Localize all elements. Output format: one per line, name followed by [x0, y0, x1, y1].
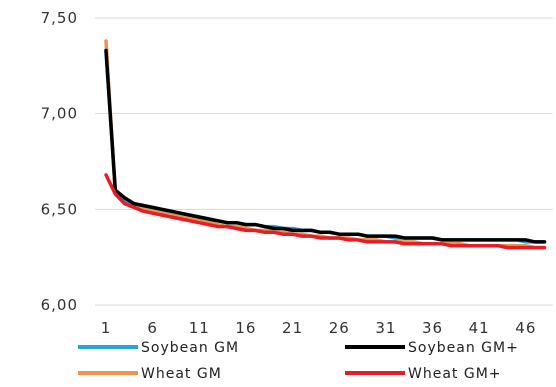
y-tick-label: 7,00: [41, 105, 78, 123]
legend: Soybean GM Soybean GM+ Wheat GM Wheat GM+: [78, 340, 519, 382]
legend-label: Soybean GM+: [408, 340, 519, 356]
x-tick-label: 11: [189, 319, 210, 337]
x-tick-label: 6: [147, 319, 158, 337]
y-tick-label: 6,00: [41, 296, 78, 314]
y-axis-ticks: 6,00 6,50 7,00 7,50: [41, 9, 78, 314]
x-tick-label: 21: [282, 319, 303, 337]
x-tick-label: 41: [469, 319, 490, 337]
x-tick-label: 1: [101, 319, 112, 337]
series-lines: [104, 39, 547, 250]
legend-label: Wheat GM+: [408, 366, 502, 382]
x-tick-label: 31: [375, 319, 396, 337]
x-tick-label: 26: [329, 319, 350, 337]
y-tick-label: 6,50: [41, 200, 78, 218]
x-tick-label: 36: [422, 319, 443, 337]
x-tick-label: 16: [235, 319, 256, 337]
y-tick-label: 7,50: [41, 9, 78, 27]
x-tick-label: 46: [515, 319, 536, 337]
series-line-soybean-gm-plus: [104, 48, 547, 244]
series-line-soybean-gm: [104, 48, 547, 244]
legend-label: Soybean GM: [141, 340, 239, 356]
x-axis-ticks: 1 6 11 16 21 26 31 36 41 46: [101, 319, 536, 337]
series-line-wheat-gm-plus: [104, 173, 547, 250]
gridlines: [95, 17, 553, 306]
legend-label: Wheat GM: [141, 366, 222, 382]
